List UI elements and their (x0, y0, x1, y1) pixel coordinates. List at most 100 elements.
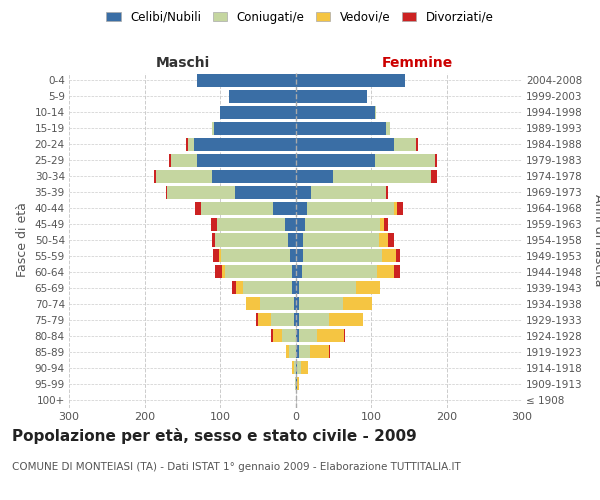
Y-axis label: Anni di nascita: Anni di nascita (592, 194, 600, 286)
Bar (296, 345, 299, 358)
Bar (296, 170, 333, 182)
Bar (295, 377, 296, 390)
Bar (289, 345, 296, 358)
Bar (286, 345, 289, 358)
Bar (317, 329, 344, 342)
Bar (294, 313, 296, 326)
Bar (301, 361, 308, 374)
Bar (294, 361, 296, 374)
Bar (382, 250, 396, 262)
Bar (292, 282, 296, 294)
Bar (211, 218, 217, 230)
Bar (329, 313, 364, 326)
Bar (299, 313, 329, 326)
Bar (296, 202, 307, 214)
Bar (299, 345, 310, 358)
Bar (212, 234, 215, 246)
Bar (194, 138, 296, 151)
Bar (188, 138, 194, 151)
Bar (333, 170, 431, 182)
Bar (394, 202, 397, 214)
Bar (273, 202, 296, 214)
Bar (296, 90, 367, 103)
Bar (221, 266, 225, 278)
Bar (296, 329, 299, 342)
Bar (388, 234, 394, 246)
Bar (271, 313, 294, 326)
Bar (296, 186, 311, 198)
Bar (256, 313, 258, 326)
Bar (299, 329, 317, 342)
Bar (221, 250, 290, 262)
Bar (292, 361, 294, 374)
Bar (356, 282, 380, 294)
Bar (380, 218, 384, 230)
Bar (244, 282, 292, 294)
Bar (214, 122, 296, 135)
Bar (397, 202, 403, 214)
Bar (294, 298, 296, 310)
Bar (375, 106, 376, 119)
Bar (303, 234, 379, 246)
Bar (201, 202, 273, 214)
Bar (307, 202, 394, 214)
Bar (197, 74, 296, 87)
Bar (375, 154, 435, 167)
Bar (213, 250, 219, 262)
Bar (296, 313, 299, 326)
Bar (229, 90, 296, 103)
Bar (296, 377, 297, 390)
Bar (435, 154, 437, 167)
Bar (296, 154, 375, 167)
Bar (305, 218, 380, 230)
Bar (225, 266, 292, 278)
Bar (396, 250, 400, 262)
Bar (302, 266, 377, 278)
Bar (343, 298, 372, 310)
Bar (299, 298, 343, 310)
Text: Maschi: Maschi (156, 56, 210, 70)
Text: Femmine: Femmine (382, 56, 452, 70)
Bar (169, 154, 171, 167)
Bar (217, 218, 285, 230)
Bar (296, 282, 299, 294)
Bar (154, 170, 156, 182)
Bar (394, 138, 416, 151)
Bar (282, 329, 296, 342)
Bar (195, 202, 201, 214)
Bar (384, 218, 388, 230)
Bar (186, 138, 188, 151)
Bar (215, 234, 288, 246)
Bar (212, 122, 214, 135)
Bar (344, 329, 346, 342)
Bar (296, 122, 386, 135)
Bar (260, 298, 294, 310)
Bar (296, 298, 299, 310)
Bar (236, 282, 244, 294)
Bar (394, 266, 400, 278)
Bar (232, 282, 236, 294)
Bar (329, 345, 330, 358)
Bar (297, 361, 301, 374)
Bar (296, 250, 303, 262)
Bar (416, 138, 418, 151)
Bar (299, 282, 356, 294)
Bar (220, 106, 296, 119)
Bar (296, 74, 405, 87)
Bar (285, 218, 296, 230)
Bar (156, 170, 212, 182)
Bar (386, 122, 390, 135)
Bar (219, 250, 221, 262)
Bar (310, 345, 329, 358)
Bar (288, 234, 296, 246)
Bar (296, 218, 305, 230)
Legend: Celibi/Nubili, Coniugati/e, Vedovi/e, Divorziati/e: Celibi/Nubili, Coniugati/e, Vedovi/e, Di… (101, 6, 499, 28)
Bar (296, 266, 302, 278)
Bar (290, 250, 296, 262)
Bar (386, 186, 388, 198)
Bar (311, 186, 386, 198)
Bar (235, 186, 296, 198)
Bar (292, 266, 296, 278)
Bar (167, 186, 235, 198)
Text: COMUNE DI MONTEIASI (TA) - Dati ISTAT 1° gennaio 2009 - Elaborazione TUTTITALIA.: COMUNE DI MONTEIASI (TA) - Dati ISTAT 1°… (12, 462, 461, 472)
